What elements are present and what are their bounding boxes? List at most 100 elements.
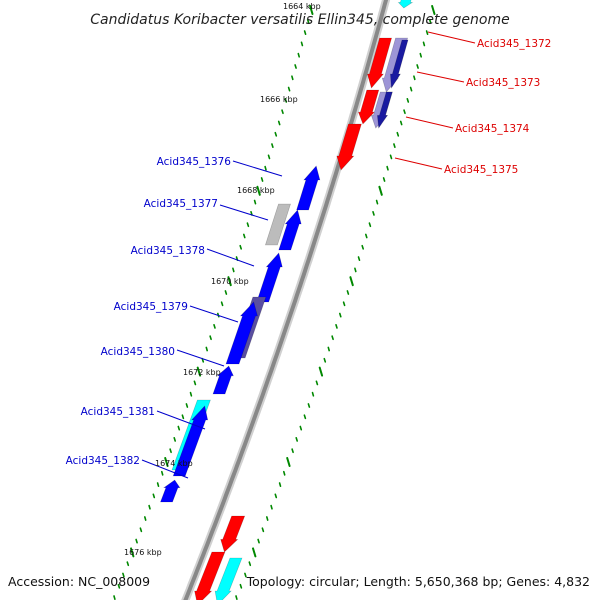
tick-mark-right — [431, 5, 436, 15]
tick-mark-right — [244, 572, 247, 578]
tick-mark-left — [243, 233, 246, 239]
tick-mark-right — [307, 403, 311, 408]
tick-mark-right — [425, 30, 429, 36]
leader-line-left — [206, 248, 255, 267]
tick-mark-left — [253, 199, 257, 205]
tick-mark-right — [335, 323, 338, 329]
map-title: Candidatus Koribacter versatilis Ellin34… — [90, 12, 509, 28]
tick-mark-right — [406, 98, 410, 103]
tick-mark-right — [303, 414, 307, 420]
gene-arrow — [357, 89, 380, 125]
gene-label-acid345-1372[interactable]: Acid345_1372 — [477, 38, 551, 50]
scale-label-1666: 1666 kbp — [260, 95, 298, 104]
tick-mark-left — [213, 323, 216, 329]
tick-mark-right — [261, 527, 265, 533]
tick-mark-right — [409, 86, 413, 92]
scale-label-1674: 1674 kbp — [155, 459, 193, 468]
gene-label-acid345-1380[interactable]: Acid345_1380 — [101, 346, 175, 358]
tick-mark-left — [260, 177, 264, 182]
tick-mark-right — [299, 425, 303, 431]
gene-label-acid345-1375[interactable]: Acid345_1375 — [444, 164, 518, 176]
tick-mark-right — [338, 312, 342, 318]
tick-mark-left — [181, 414, 185, 420]
tick-mark-right — [357, 256, 361, 262]
tick-mark-left — [239, 244, 242, 250]
tick-mark-left — [291, 75, 294, 81]
tick-mark-left — [256, 185, 261, 196]
tick-mark-right — [342, 301, 346, 307]
tick-mark-right — [349, 276, 354, 287]
tick-mark-left — [164, 457, 169, 467]
tick-mark-right — [315, 380, 319, 386]
tick-mark-left — [306, 18, 310, 24]
tick-mark-left — [284, 98, 288, 103]
gene-arrow — [214, 557, 243, 600]
tick-mark-left — [309, 5, 314, 15]
tick-mark-left — [201, 357, 205, 363]
tick-mark-right — [346, 290, 350, 295]
leader-line-left — [232, 160, 283, 177]
tick-mark-right — [354, 267, 357, 273]
tick-mark-right — [428, 18, 432, 24]
tick-mark-right — [239, 583, 243, 589]
tick-mark-right — [372, 211, 375, 216]
gene-label-acid345-1378[interactable]: Acid345_1378 — [131, 245, 205, 257]
tick-mark-right — [311, 391, 315, 397]
tick-mark-left — [156, 482, 160, 488]
gene-arrow — [212, 365, 234, 395]
gene-arrow — [160, 479, 181, 503]
tick-mark-left — [227, 276, 232, 287]
scale-label-1672: 1672 kbp — [183, 368, 221, 377]
leader-line-right — [427, 31, 476, 44]
tick-mark-right — [274, 493, 278, 499]
gene-label-acid345-1381[interactable]: Acid345_1381 — [81, 406, 155, 418]
tick-mark-left — [177, 425, 181, 431]
tick-mark-right — [396, 131, 400, 137]
tick-mark-left — [122, 572, 125, 578]
tick-mark-right — [291, 448, 294, 454]
leader-line-right — [405, 116, 454, 129]
scale-label-1664: 1664 kbp — [283, 2, 321, 11]
tick-mark-left — [297, 52, 301, 58]
tick-mark-left — [144, 516, 147, 521]
tick-mark-left — [232, 267, 235, 273]
tick-mark-right — [413, 75, 416, 81]
tick-mark-right — [327, 346, 331, 352]
gene-arrow — [256, 252, 283, 303]
tick-mark-left — [130, 547, 135, 558]
tick-mark-right — [248, 561, 252, 567]
gene-label-acid345-1374[interactable]: Acid345_1374 — [455, 123, 530, 135]
tick-mark-left — [220, 301, 224, 307]
tick-mark-left — [152, 493, 156, 499]
tick-mark-right — [331, 335, 334, 341]
gene-label-acid345-1376[interactable]: Acid345_1376 — [157, 156, 232, 168]
gene-arrow — [278, 209, 302, 251]
gene-label-acid345-1377[interactable]: Acid345_1377 — [144, 198, 218, 210]
tick-mark-left — [139, 527, 143, 533]
gene-label-acid345-1373[interactable]: Acid345_1373 — [466, 77, 540, 89]
tick-mark-right — [278, 482, 282, 488]
gene-arrow — [390, 39, 409, 89]
tick-mark-left — [281, 109, 284, 115]
tick-mark-left — [169, 448, 172, 454]
tick-mark-right — [235, 595, 238, 600]
tick-mark-right — [403, 109, 406, 115]
scale-label-1668: 1668 kbp — [237, 186, 275, 195]
tick-mark-left — [264, 165, 267, 171]
tick-mark-left — [274, 131, 278, 137]
gene-label-acid345-1379[interactable]: Acid345_1379 — [114, 301, 188, 313]
gene-arrow — [264, 203, 291, 246]
gene-arrow — [397, 0, 414, 9]
tick-mark-right — [295, 436, 299, 442]
gene-label-acid345-1382[interactable]: Acid345_1382 — [66, 455, 140, 467]
tick-mark-left — [189, 391, 193, 397]
tick-mark-left — [193, 380, 197, 386]
backbone-line — [183, 0, 389, 600]
tick-mark-left — [161, 470, 164, 476]
tick-mark-left — [209, 335, 212, 341]
tick-mark-left — [117, 583, 121, 589]
tick-mark-left — [185, 403, 189, 408]
gene-arrow — [194, 551, 226, 600]
leader-line-left — [176, 349, 225, 367]
tick-mark-right — [422, 41, 426, 47]
